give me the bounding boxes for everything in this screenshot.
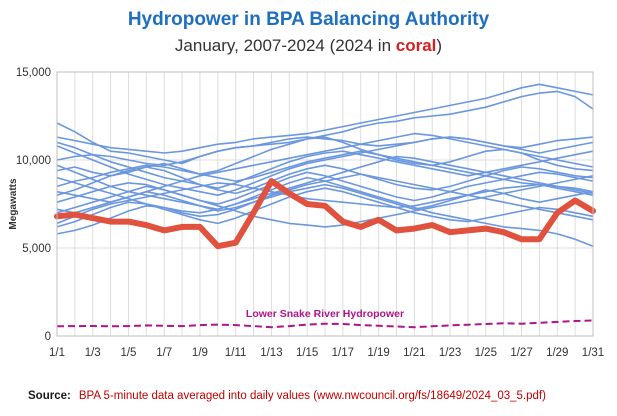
historical-series-line: [56, 90, 594, 165]
y-tick-label: 0: [45, 331, 51, 343]
historical-series-line: [56, 164, 594, 196]
x-tick-label: 1/7: [156, 347, 172, 359]
x-tick-label: 1/9: [192, 347, 208, 359]
source-label: Source:: [28, 390, 71, 402]
x-tick-label: 1/29: [546, 347, 568, 359]
source-note: Source: BPA 5-minute data averaged into d…: [28, 390, 546, 402]
subtitle-year: 2024 in: [335, 36, 396, 55]
historical-series-line: [56, 132, 594, 203]
y-tick-label: 10,000: [16, 155, 51, 167]
chart-subtitle: January, 2007-2024 (2024 in coral): [0, 36, 617, 56]
snake-river-series-line: [56, 319, 594, 329]
subtitle-prefix: January, 2007-2024 (: [174, 36, 336, 55]
historical-series-line: [56, 171, 594, 205]
chart-title: Hydropower in BPA Balancing Authority: [127, 9, 490, 30]
x-tick-label: 1/13: [260, 347, 282, 359]
y-axis-label: Megawatts: [8, 178, 19, 230]
historical-series-line: [56, 83, 594, 154]
plot-border: [56, 71, 594, 337]
x-tick-label: 1/27: [510, 347, 532, 359]
x-tick-label: 1/31: [582, 347, 604, 359]
historical-series-line: [56, 164, 594, 247]
axes-group: 0 5,000 10,000 15,000 1/1 1/3 1/5 1/7 1/9 1/11 1/1…: [16, 67, 604, 359]
historical-series-line: [56, 175, 594, 228]
snake-series-group: [56, 319, 594, 329]
x-tick-label: 1/23: [439, 347, 461, 359]
x-tick-label: 1/3: [85, 347, 101, 359]
x-tick-label: 1/19: [367, 347, 389, 359]
snake-annotation: Lower Snake River Hydropower: [246, 308, 404, 320]
series-2024-line: [54, 178, 596, 250]
x-tick-label: 1/5: [120, 347, 136, 359]
x-tick-label: 1/1: [49, 347, 65, 359]
historical-series-line: [56, 155, 594, 214]
x-tick-label: 1/21: [403, 347, 425, 359]
historical-series-line: [56, 141, 594, 189]
historical-series-group: [56, 83, 594, 247]
x-tick-label: 1/25: [475, 347, 497, 359]
x-tick-label: 1/15: [296, 347, 318, 359]
historical-series-line: [56, 182, 594, 225]
x-tick-label: 1/17: [332, 347, 354, 359]
subtitle-highlight: coral: [395, 36, 437, 55]
x-tick-label: 1/11: [225, 347, 247, 359]
y-tick-label: 5,000: [22, 243, 51, 255]
y-tick-label: 15,000: [16, 67, 51, 79]
subtitle-suffix: ): [436, 36, 443, 55]
source-text: BPA 5-minute data averaged into daily va…: [78, 390, 546, 402]
historical-series-line: [56, 136, 594, 196]
highlight-series-group: [54, 178, 596, 250]
